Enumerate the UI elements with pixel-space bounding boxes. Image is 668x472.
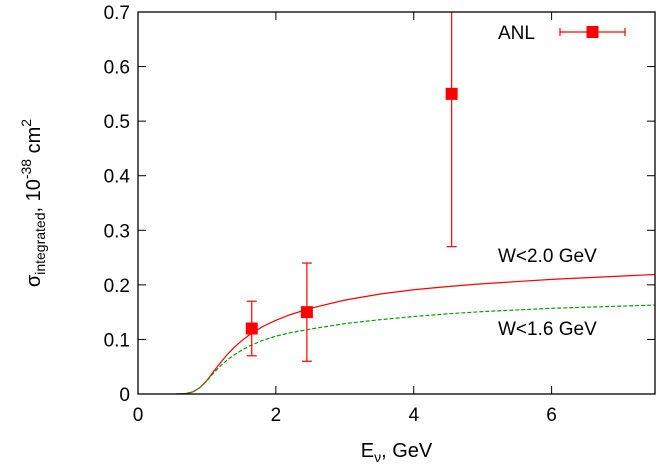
x-tick-label: 6 [546,405,557,426]
x-tick-label: 0 [133,405,144,426]
y-axis-label-suffix: , 10 [23,179,45,212]
legend-marker-square [586,26,599,38]
y-tick-label: 0.4 [104,167,131,188]
legend-label-anl: ANL [498,23,535,44]
annotation-w-1-6: W<1.6 GeV [498,319,597,340]
y-tick-label: 0.7 [104,3,130,24]
axis-ticks [137,11,655,395]
axis-tick-labels: 0 2 4 6 0 0.1 0.2 0.3 0.4 0.5 0.6 0.7 [104,3,557,426]
anl-error-bars [246,12,457,362]
data-point-square [445,87,458,100]
x-tick-label: 4 [408,405,419,426]
x-tick-label: 2 [271,405,282,426]
curve-annotations: W<2.0 GeV W<1.6 GeV [498,246,597,340]
curve-w-1-6 [175,304,655,394]
plot-frame [137,11,656,395]
y-axis-label-main: σ [23,274,45,287]
annotation-w-2-0: W<2.0 GeV [498,246,597,267]
anl-data-points [245,87,458,335]
y-tick-label: 0 [119,385,130,406]
y-tick-label: 0.3 [104,221,130,242]
y-axis-label-unit-exponent: 2 [18,119,34,127]
legend: ANL [498,23,626,44]
data-point-square [245,322,258,335]
x-axis-label: Eν, GeV [361,440,433,465]
y-tick-label: 0.5 [104,112,130,133]
y-axis-label-exponent: -38 [18,159,34,179]
y-axis-label: σintegrated, 10-38 cm2 [18,119,48,287]
model-curves [175,273,655,394]
x-axis-label-sub: ν [374,449,381,465]
y-tick-label: 0.2 [104,276,130,297]
x-axis-label-main: E [361,440,374,462]
x-axis-label-suffix: , GeV [381,440,433,462]
y-tick-label: 0.1 [104,330,130,351]
data-point-square [300,306,313,319]
y-axis-label-unit: cm [23,127,45,159]
curve-w-2-0 [175,273,655,394]
y-tick-label: 0.6 [104,58,130,79]
y-axis-label-sub: integrated [32,212,48,274]
